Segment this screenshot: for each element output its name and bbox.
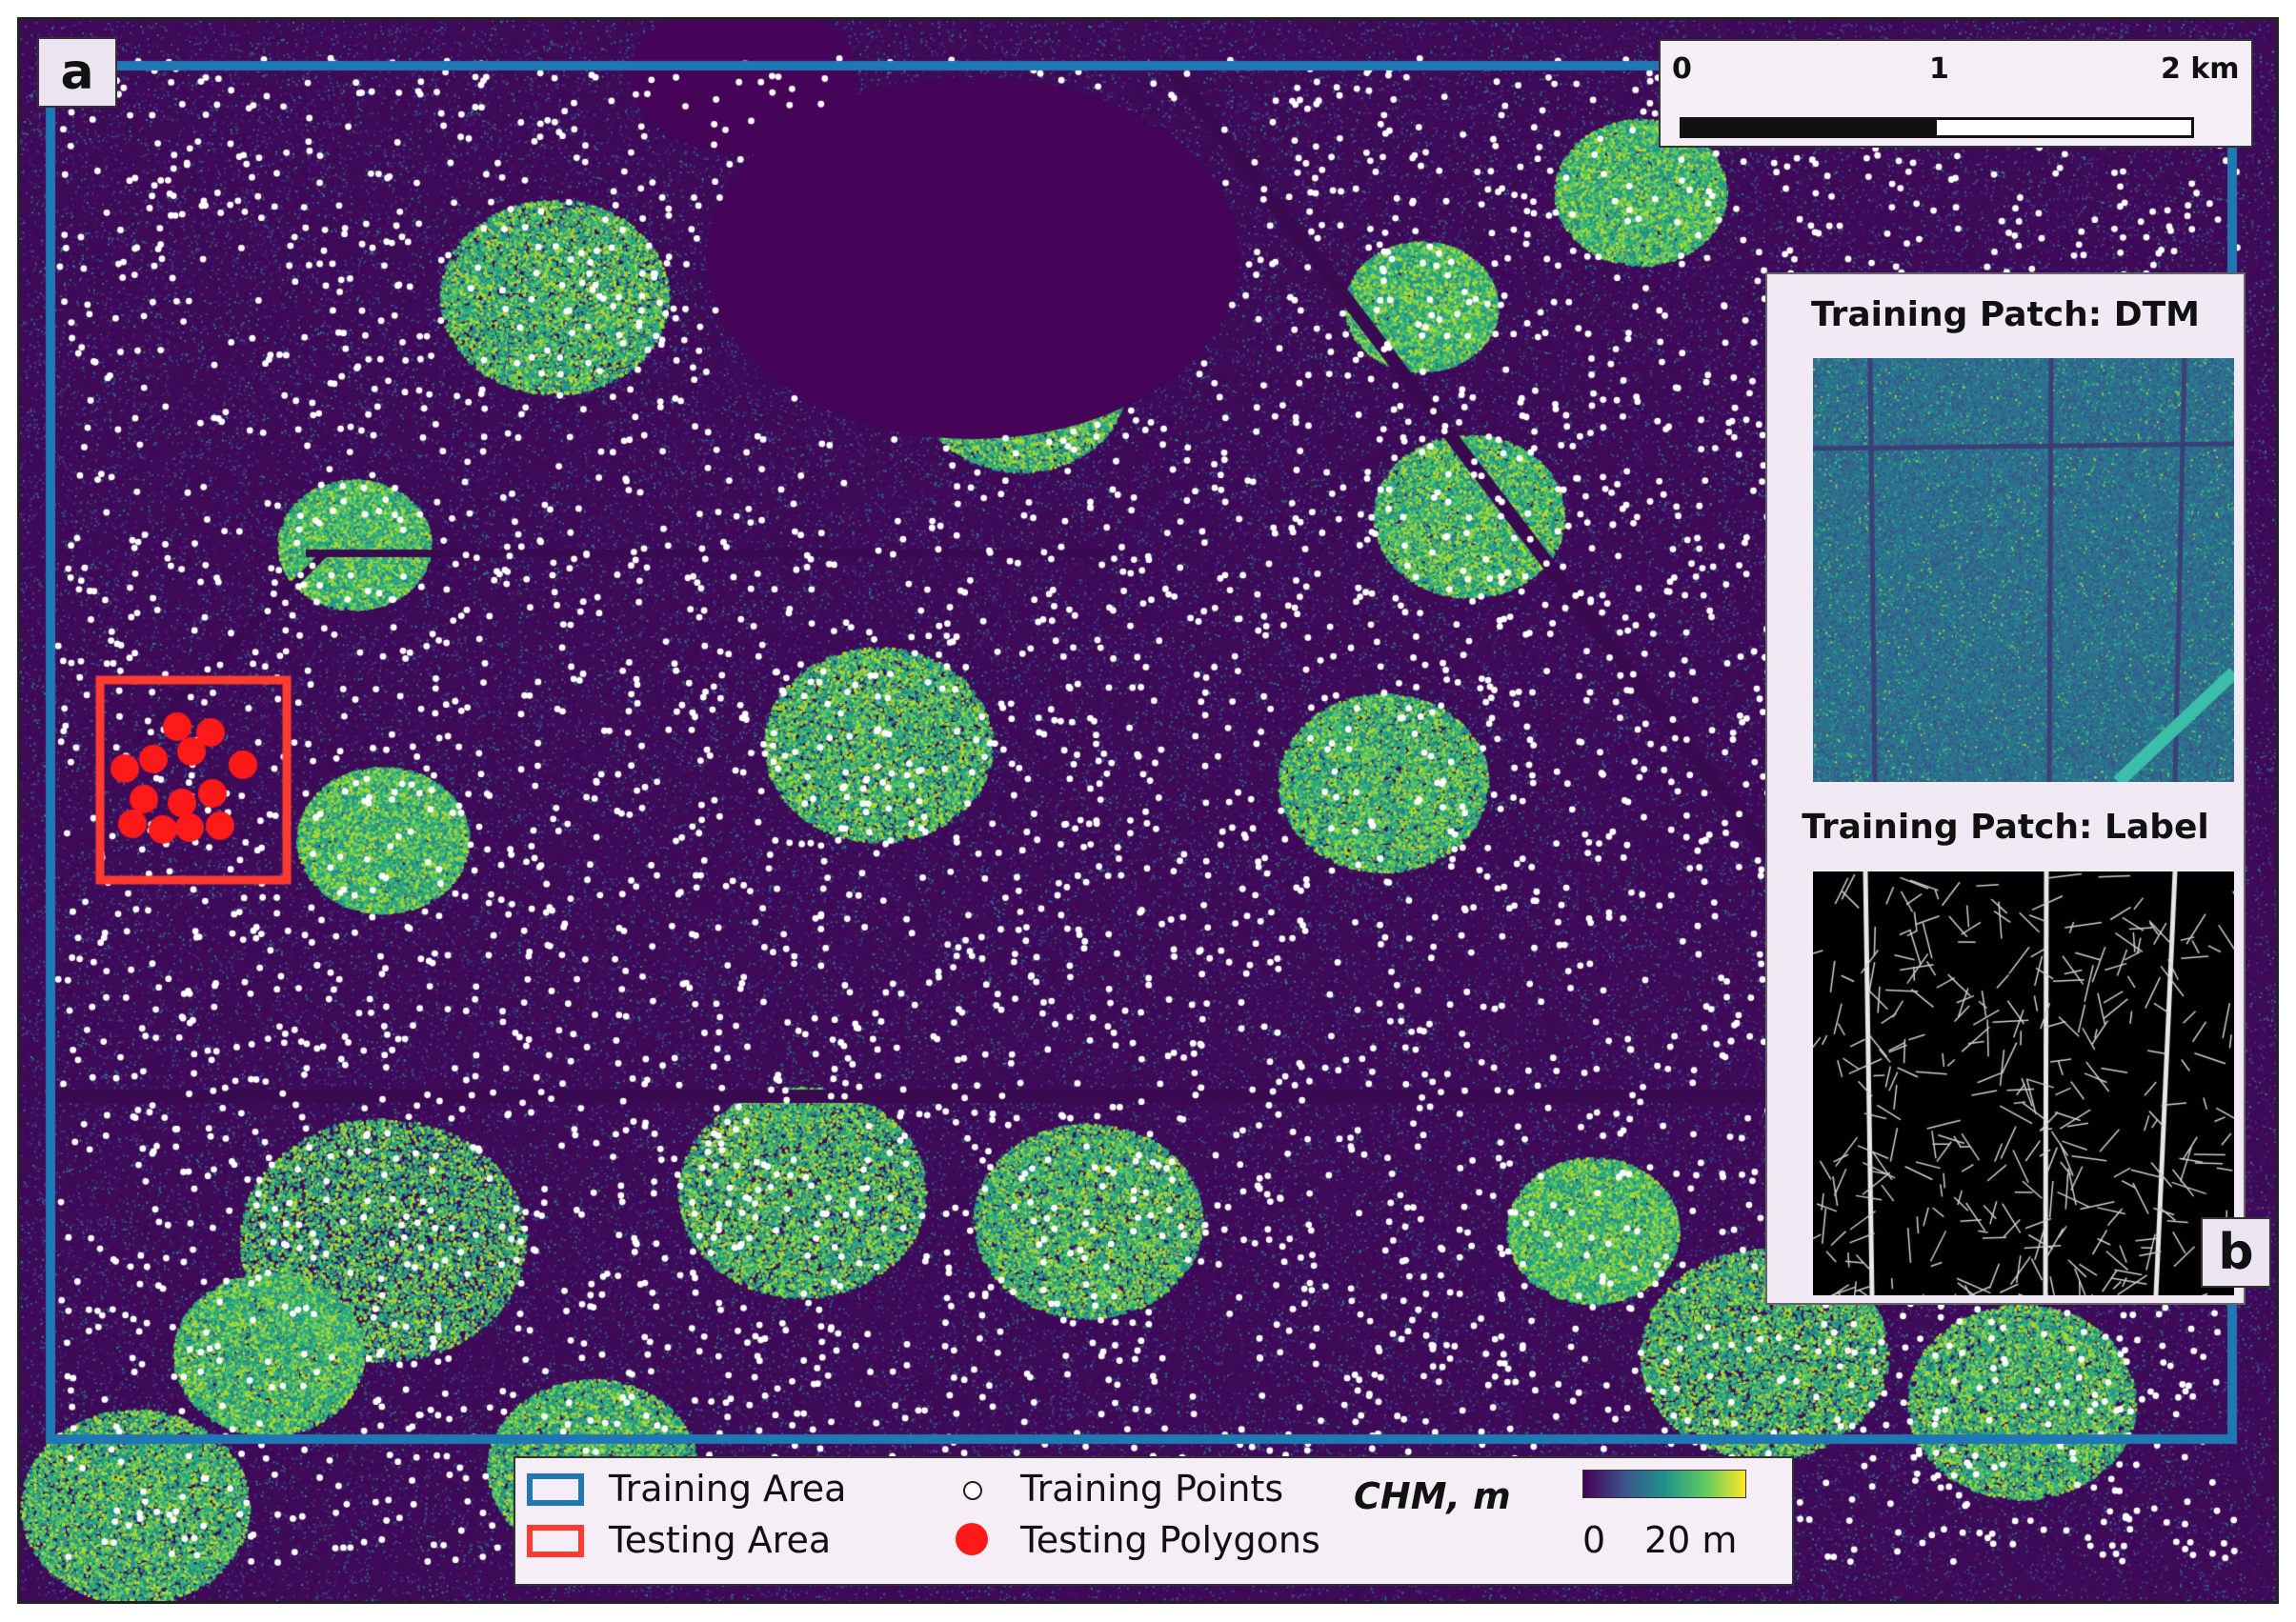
label-patch-image [1813, 871, 2234, 1295]
chm-legend-title: CHM, m [1354, 1475, 1511, 1517]
label-patch-title: Training Patch: Label [1802, 808, 2209, 847]
testing-polygons-symbol [956, 1523, 988, 1555]
chm-color-ramp [1582, 1470, 1746, 1498]
training-area-label: Training Area [609, 1468, 847, 1510]
panel-label-a: a [37, 37, 117, 108]
testing-polygons-label: Testing Polygons [1020, 1519, 1320, 1561]
map-frame: a 0 1 2 km Training Patch: DTM Training … [17, 17, 2279, 1604]
testing-area-swatch [527, 1525, 584, 1557]
training-points-label: Training Points [1020, 1468, 1284, 1510]
scale-bar-graphic [1680, 117, 2194, 138]
dtm-patch-title: Training Patch: DTM [1811, 295, 2200, 334]
scale-tick-2km: 2 km [2161, 52, 2240, 86]
training-area-swatch [527, 1473, 584, 1506]
training-patch-inset: Training Patch: DTM Training Patch: Labe… [1765, 272, 2271, 1305]
testing-area-label: Testing Area [609, 1519, 832, 1561]
scale-tick-0: 0 [1672, 52, 1692, 86]
dtm-patch-image [1813, 358, 2234, 782]
scale-bar: 0 1 2 km [1659, 39, 2253, 148]
map-legend: Training Area Testing Area Training Poin… [514, 1456, 1794, 1586]
training-points-symbol [963, 1481, 982, 1500]
scale-tick-1: 1 [1929, 52, 1949, 86]
panel-label-b: b [2201, 1217, 2271, 1288]
chm-min-label: 0 [1582, 1519, 1606, 1561]
chm-max-label: 20 m [1644, 1519, 1738, 1561]
